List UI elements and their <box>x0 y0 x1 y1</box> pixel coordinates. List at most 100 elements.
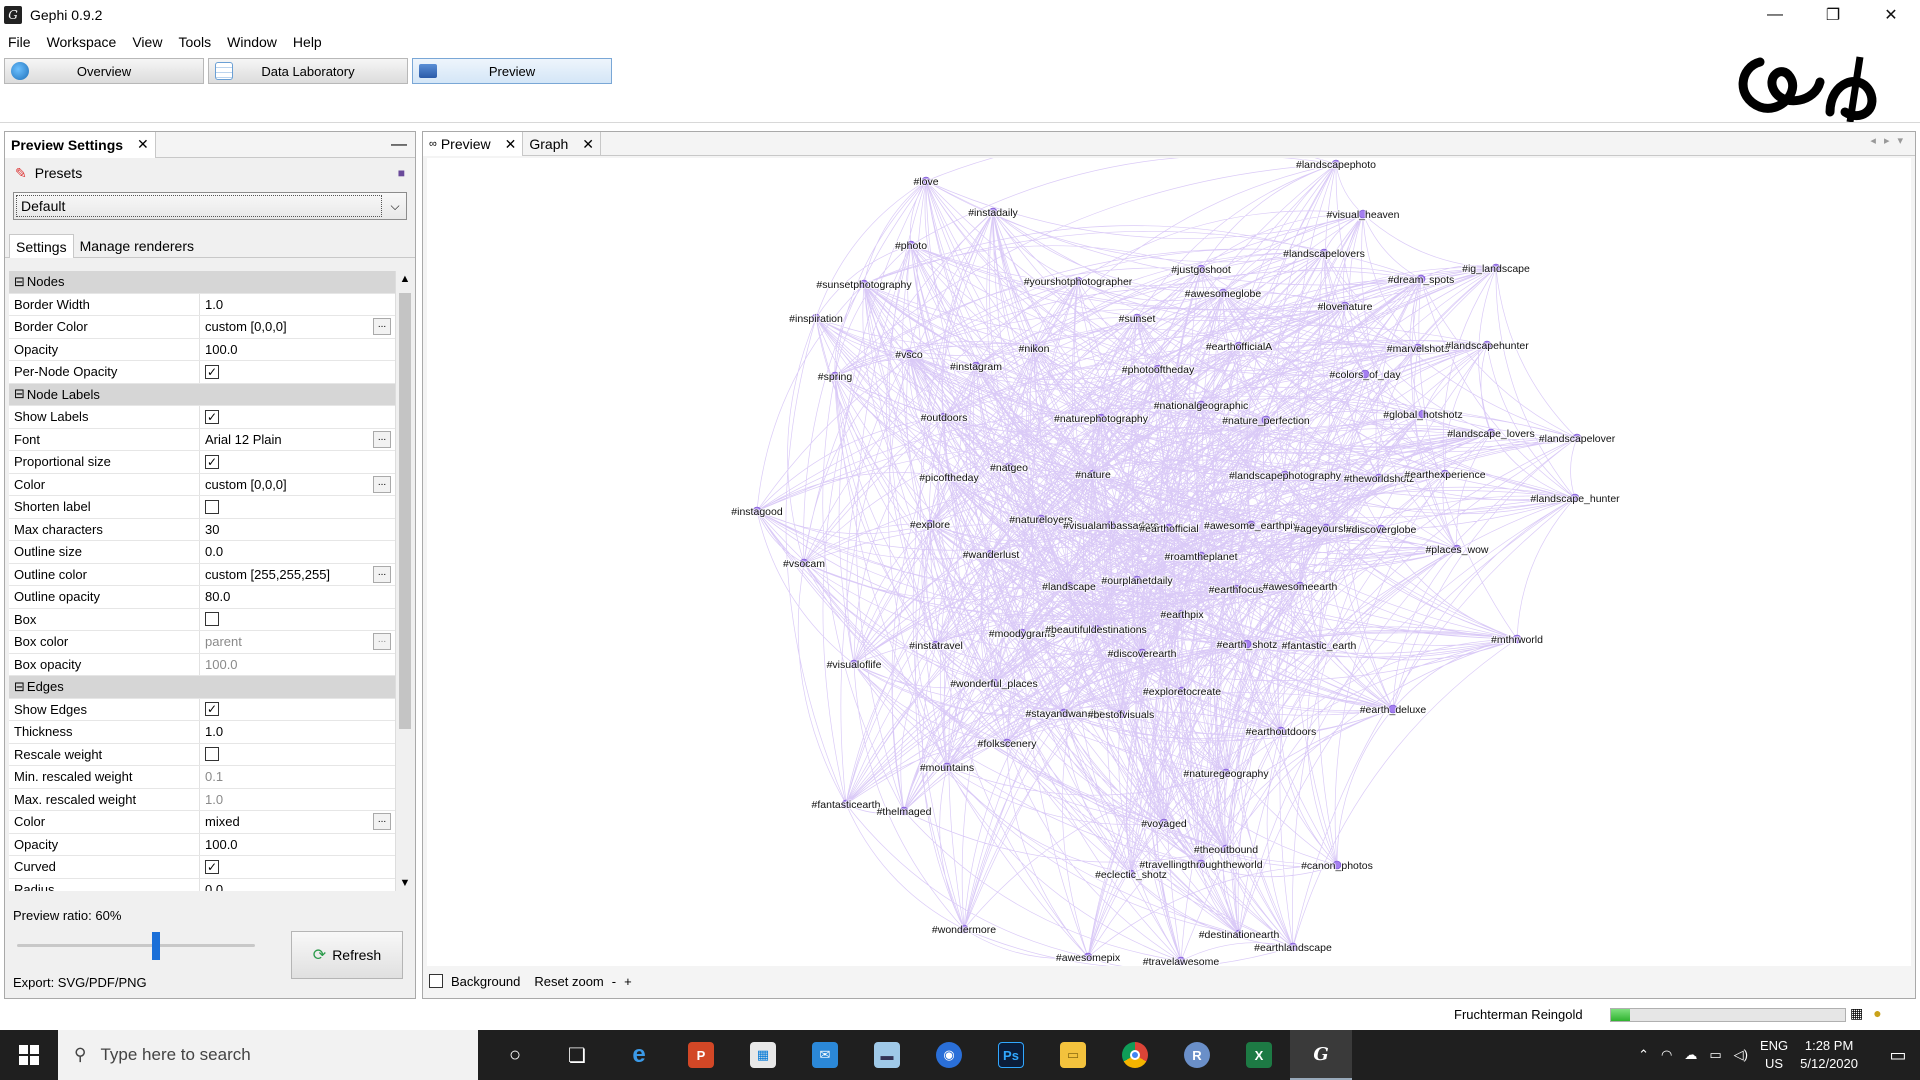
tab-graph-view[interactable]: Graph ✕ <box>523 132 602 156</box>
property-checkbox[interactable] <box>205 499 219 514</box>
property-value[interactable]: mixed... <box>200 811 395 833</box>
property-value[interactable]: 1.0 <box>200 721 395 743</box>
property-value[interactable]: Arial 12 Plain... <box>200 429 395 451</box>
ellipsis-button[interactable]: ... <box>373 475 391 493</box>
collapse-icon[interactable]: ⊟ <box>14 678 25 694</box>
collapse-icon[interactable]: ⊟ <box>14 386 25 402</box>
property-value[interactable]: ✓ <box>200 406 395 428</box>
property-checkbox[interactable] <box>205 612 219 627</box>
property-value[interactable]: 80.0 <box>200 586 395 608</box>
property-checkbox[interactable]: ✓ <box>205 409 219 424</box>
save-preset-icon[interactable]: ■ <box>397 166 405 180</box>
collapse-icon[interactable]: ⊟ <box>14 273 25 289</box>
export-label[interactable]: Export: SVG/PDF/PNG <box>13 975 147 990</box>
property-value[interactable] <box>200 496 395 518</box>
property-value[interactable]: 100.0 <box>200 834 395 856</box>
ellipsis-button[interactable]: ... <box>373 430 391 448</box>
close-preview-tab-icon[interactable]: ✕ <box>504 135 517 152</box>
tab-manage-renderers[interactable]: Manage renderers <box>79 238 194 254</box>
property-value[interactable]: custom [0,0,0]... <box>200 316 395 338</box>
tab-settings[interactable]: Settings <box>9 234 74 258</box>
property-category[interactable]: ⊟ Edges <box>9 676 395 699</box>
tab-preview-view[interactable]: ∞ Preview ✕ <box>423 132 524 156</box>
preview-ratio-slider-thumb[interactable] <box>152 932 160 960</box>
file-explorer-icon[interactable]: ▭ <box>1042 1030 1104 1080</box>
menu-window[interactable]: Window <box>227 34 277 50</box>
property-value[interactable]: 0.1 <box>200 766 395 788</box>
property-value[interactable]: 0.0 <box>200 879 395 891</box>
ellipsis-button[interactable]: ... <box>373 565 391 583</box>
taskbar-search-box[interactable]: ⚲ Type here to search <box>58 1030 478 1080</box>
wifi-icon[interactable]: ◠ <box>1661 1047 1673 1062</box>
reset-zoom-button[interactable]: Reset zoom <box>534 973 604 989</box>
input-language[interactable]: ENG US <box>1760 1037 1788 1073</box>
property-value[interactable]: ✓ <box>200 699 395 721</box>
mail-icon[interactable]: ✉ <box>794 1030 856 1080</box>
memory-icon[interactable]: ▦ <box>1850 1005 1864 1021</box>
notepad-icon[interactable]: ▬ <box>856 1030 918 1080</box>
property-scrollbar[interactable]: ▲ ▼ <box>395 271 413 891</box>
property-value[interactable]: 30 <box>200 519 395 541</box>
start-button[interactable] <box>0 1030 58 1080</box>
volume-icon[interactable]: ◁) <box>1733 1047 1748 1062</box>
photoshop-icon[interactable]: Ps <box>980 1030 1042 1080</box>
scroll-up-icon[interactable]: ▲ <box>399 273 411 285</box>
zoom-out-button[interactable]: - <box>611 973 617 989</box>
property-category[interactable]: ⊟ Nodes <box>9 271 395 294</box>
menu-tools[interactable]: Tools <box>178 34 212 50</box>
property-value[interactable] <box>200 609 395 631</box>
menu-workspace[interactable]: Workspace <box>46 34 117 50</box>
ellipsis-button[interactable]: ... <box>373 813 391 830</box>
preview-canvas[interactable]: #landscapephoto #love #instadaily #visual_h… <box>427 158 1911 966</box>
property-checkbox[interactable] <box>205 747 219 762</box>
battery-icon[interactable]: ▭ <box>1709 1047 1722 1062</box>
minimize-panel-icon[interactable]: — <box>391 135 407 153</box>
maximize-button[interactable]: ❐ <box>1825 7 1841 24</box>
clock[interactable]: 1:28 PM 5/12/2020 <box>1800 1037 1858 1073</box>
property-value[interactable]: ✓ <box>200 361 395 383</box>
notification-bulb-icon[interactable]: ● <box>1873 1005 1882 1021</box>
powerpoint-icon[interactable]: P <box>670 1030 732 1080</box>
minimize-button[interactable]: — <box>1767 6 1783 23</box>
scrollbar-thumb[interactable] <box>399 293 411 729</box>
menu-help[interactable]: Help <box>292 34 322 50</box>
tab-preview[interactable]: Preview <box>412 58 612 84</box>
tab-data-laboratory[interactable]: Data Laboratory <box>208 58 408 84</box>
property-checkbox[interactable]: ✓ <box>205 364 219 379</box>
r-icon[interactable]: R <box>1166 1030 1228 1080</box>
property-value[interactable]: 1.0 <box>200 294 395 316</box>
menu-view[interactable]: View <box>132 34 163 50</box>
property-checkbox[interactable]: ✓ <box>205 454 219 469</box>
close-icon[interactable]: ✕ <box>137 136 149 152</box>
property-checkbox[interactable]: ✓ <box>205 859 219 874</box>
property-value[interactable]: 100.0 <box>200 339 395 361</box>
zoom-in-button[interactable]: + <box>624 973 632 989</box>
firefox-icon[interactable]: ◉ <box>918 1030 980 1080</box>
property-value[interactable]: custom [255,255,255]... <box>200 564 395 586</box>
excel-icon[interactable]: X <box>1228 1030 1290 1080</box>
cloud-icon[interactable]: ☁ <box>1684 1047 1698 1062</box>
property-category[interactable]: ⊟ Node Labels <box>9 383 395 406</box>
preset-dropdown[interactable]: Default ⌵ <box>13 192 407 220</box>
property-value[interactable]: 100.0 <box>200 654 395 676</box>
menu-file[interactable]: File <box>8 34 31 50</box>
action-center-icon[interactable]: ▭ <box>1889 1044 1907 1065</box>
property-value[interactable]: 0.0 <box>200 541 395 563</box>
ellipsis-button[interactable]: ... <box>373 318 391 335</box>
property-checkbox[interactable]: ✓ <box>205 702 219 717</box>
background-checkbox[interactable] <box>429 974 443 988</box>
tab-navigation-arrows[interactable]: ◂▸▾ <box>1870 135 1911 147</box>
store-icon[interactable]: ▦ <box>732 1030 794 1080</box>
tab-preview-settings[interactable]: Preview Settings ✕ <box>5 131 156 158</box>
property-value[interactable]: parent... <box>200 631 395 653</box>
scroll-down-icon[interactable]: ▼ <box>399 877 411 889</box>
property-value[interactable]: custom [0,0,0]... <box>200 474 395 496</box>
close-button[interactable]: ✕ <box>1884 7 1898 24</box>
property-value[interactable]: 1.0 <box>200 789 395 811</box>
property-value[interactable]: ✓ <box>200 451 395 473</box>
tab-overview[interactable]: Overview <box>4 58 204 84</box>
ellipsis-button[interactable]: ... <box>373 633 391 650</box>
property-value[interactable] <box>200 744 395 766</box>
cortana-icon[interactable]: ○ <box>508 1043 522 1066</box>
preview-ratio-slider[interactable] <box>17 944 255 947</box>
